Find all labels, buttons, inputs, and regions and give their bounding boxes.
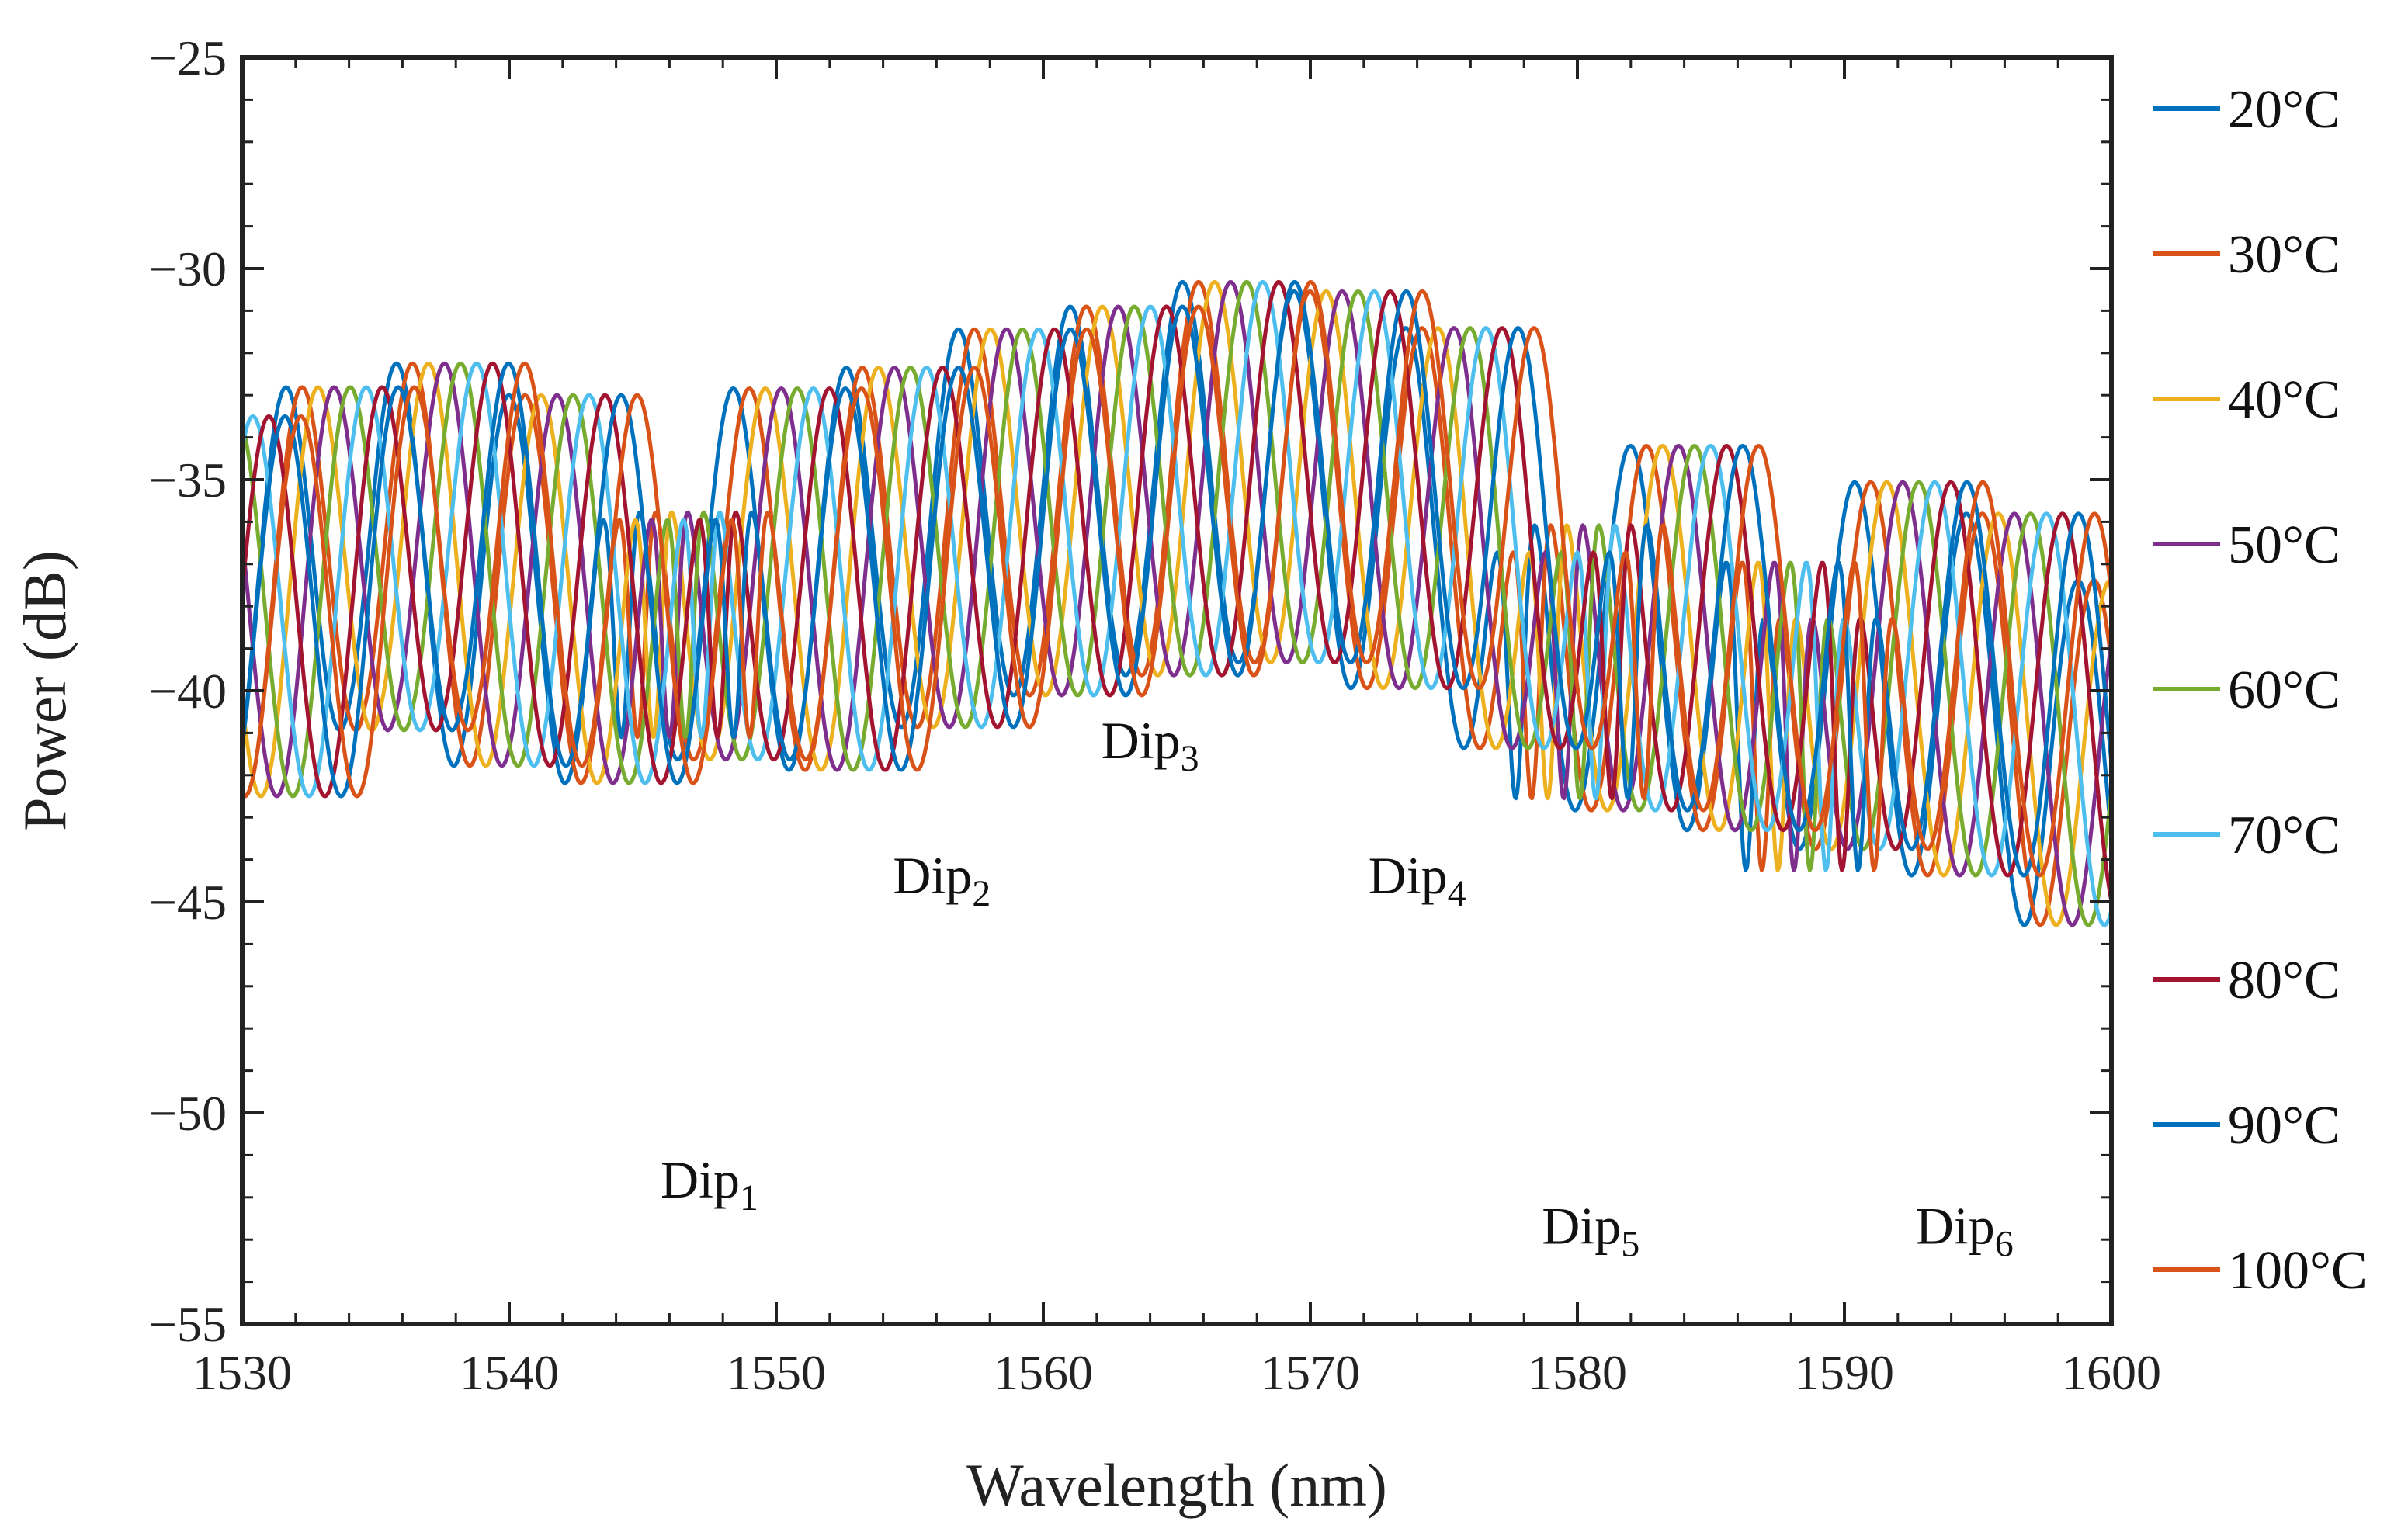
x-axis: 1530 1540 1550 1560 1570 1580 1590 1600 [193, 57, 2161, 1400]
x-tick-label: 1590 [1795, 1345, 1894, 1400]
legend: 20°C 30°C 40°C 50°C 60°C 70°C 80°C 90°C 100°C [2153, 80, 2368, 1301]
x-tick-label: 1600 [2062, 1345, 2161, 1400]
y-tick-label: −25 [149, 30, 227, 85]
dip-label-subscript: 3 [1181, 738, 1199, 779]
y-tick-label: −50 [149, 1086, 227, 1141]
dip-label: Dip2 [893, 846, 991, 914]
y-axis-title: Power (dB) [11, 550, 78, 831]
dip-label-base: Dip [1542, 1197, 1621, 1256]
dip-label-base: Dip [1369, 846, 1448, 905]
y-tick-label: −30 [149, 241, 227, 296]
dip-label-subscript: 1 [740, 1177, 758, 1218]
x-tick-label: 1540 [460, 1345, 559, 1400]
legend-label: 60°C [2228, 660, 2340, 720]
x-tick-label: 1570 [1261, 1345, 1360, 1400]
legend-label: 40°C [2228, 370, 2340, 430]
legend-label: 70°C [2228, 806, 2340, 865]
legend-label: 100°C [2228, 1241, 2368, 1301]
dip-label-base: Dip [1916, 1197, 1995, 1256]
y-tick-label: −55 [149, 1297, 227, 1352]
x-tick-label: 1550 [727, 1345, 826, 1400]
y-axis: −25 −30 −35 −40 −45 −50 −55 [149, 30, 2111, 1352]
series-line-1 [242, 279, 2111, 927]
legend-label: 90°C [2228, 1096, 2340, 1156]
y-tick-label: −40 [149, 664, 227, 719]
series-line-8 [242, 279, 2111, 878]
x-tick-label: 1530 [193, 1345, 292, 1400]
dip-label-base: Dip [661, 1150, 740, 1209]
dip-label-base: Dip [1102, 711, 1181, 770]
dip-label-subscript: 5 [1621, 1224, 1639, 1265]
dip-label: Dip6 [1916, 1197, 2014, 1265]
x-axis-title: Wavelength (nm) [966, 1451, 1387, 1519]
dip-label: Dip4 [1369, 846, 1466, 914]
x-tick-label: 1560 [994, 1345, 1093, 1400]
dip-label-subscript: 4 [1448, 873, 1466, 914]
series-line-5 [242, 279, 2111, 927]
dip-label-base: Dip [893, 846, 972, 905]
legend-label: 30°C [2228, 225, 2340, 285]
legend-label: 20°C [2228, 80, 2340, 140]
dip-label: Dip3 [1102, 711, 1199, 779]
series-line-3 [242, 279, 2111, 927]
series-curves [242, 279, 2111, 927]
legend-label: 50°C [2228, 515, 2340, 575]
y-tick-label: −35 [149, 452, 227, 508]
dip-label: Dip5 [1542, 1197, 1639, 1265]
x-tick-label: 1580 [1528, 1345, 1627, 1400]
legend-label: 80°C [2228, 951, 2340, 1010]
dip-label: Dip1 [661, 1150, 758, 1218]
dip-label-subscript: 6 [1995, 1224, 2014, 1265]
series-line-4 [242, 279, 2111, 927]
series-line-9 [242, 279, 2111, 878]
series-line-6 [242, 279, 2111, 927]
dip-label-subscript: 2 [972, 873, 991, 914]
y-tick-label: −45 [149, 875, 227, 930]
